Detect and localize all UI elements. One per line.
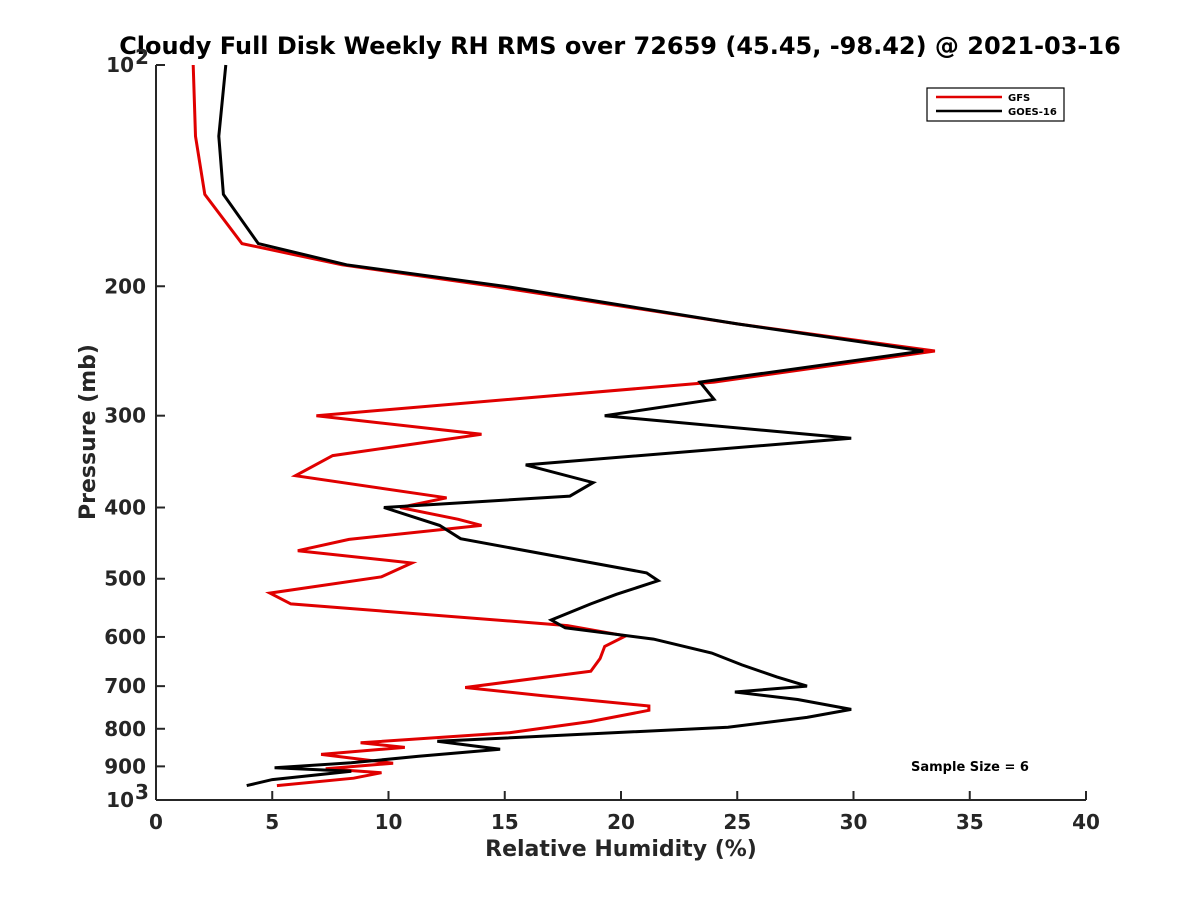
sample-size-annotation: Sample Size = 6 bbox=[911, 760, 1029, 775]
y-tick-label: 900 bbox=[104, 754, 146, 778]
series-line-goes16 bbox=[217, 64, 924, 788]
x-tick-label: 10 bbox=[375, 810, 403, 834]
axes bbox=[155, 65, 1086, 801]
x-tick-label: 5 bbox=[265, 810, 279, 834]
y-axis-label: Pressure (mb) bbox=[76, 344, 101, 520]
y-tick-exponent: 2 bbox=[135, 45, 149, 69]
legend-label-goes16: GOES-16 bbox=[1008, 107, 1057, 118]
x-ticks: 0 5 10 15 20 25 30 35 40 bbox=[149, 791, 1100, 834]
y-tick-label: 600 bbox=[104, 625, 146, 649]
y-tick-label: 400 bbox=[104, 496, 146, 520]
legend-box bbox=[926, 87, 1065, 122]
x-tick-label: 30 bbox=[840, 810, 868, 834]
plot-lines bbox=[191, 64, 936, 788]
legend-label-gfs: GFS bbox=[1008, 93, 1030, 104]
x-tick-label: 15 bbox=[491, 810, 519, 834]
legend: GFS GOES-16 bbox=[926, 87, 1065, 122]
x-tick-label: 20 bbox=[607, 810, 635, 834]
y-tick-exponent: 3 bbox=[135, 780, 149, 804]
x-tick-label: 35 bbox=[956, 810, 984, 834]
x-tick-label: 25 bbox=[723, 810, 751, 834]
y-tick-label: 10 bbox=[106, 788, 134, 812]
y-tick-label: 300 bbox=[104, 404, 146, 428]
y-tick-label: 10 bbox=[106, 53, 134, 77]
x-tick-label: 0 bbox=[149, 810, 163, 834]
y-tick-label: 200 bbox=[104, 274, 146, 298]
y-tick-label: 800 bbox=[104, 717, 146, 741]
x-tick-label: 40 bbox=[1072, 810, 1100, 834]
series-line-gfs bbox=[191, 64, 936, 788]
chart-title: Cloudy Full Disk Weekly RH RMS over 7265… bbox=[119, 32, 1121, 60]
x-axis-label: Relative Humidity (%) bbox=[485, 837, 757, 862]
y-tick-label: 700 bbox=[104, 674, 146, 698]
y-tick-label: 500 bbox=[104, 567, 146, 591]
